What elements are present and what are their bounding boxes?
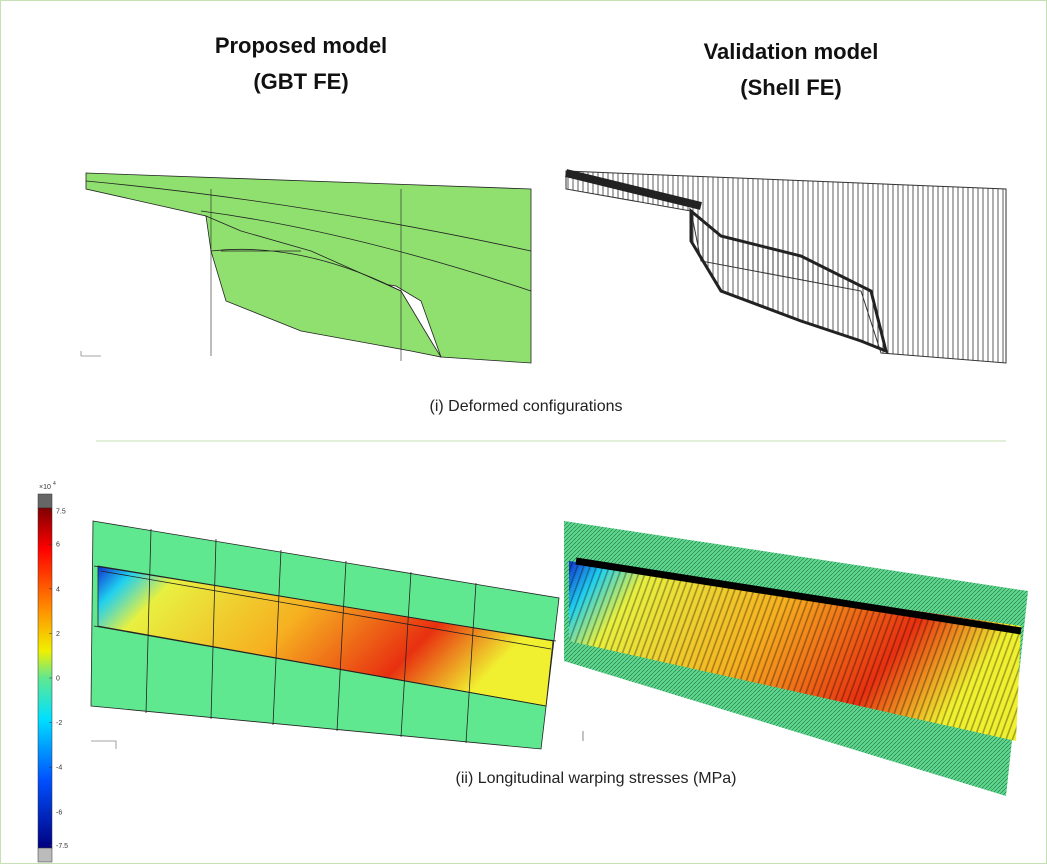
colorbar-tick-label: 7.5	[56, 508, 66, 515]
gbt-deformed	[81, 173, 531, 363]
colorbar-tick-label: -4	[56, 765, 62, 772]
left-title: Proposed model	[215, 33, 387, 58]
caption-i: (i) Deformed configurations	[430, 398, 623, 415]
shell-deformed	[566, 171, 1006, 363]
colorbar-tick-label: 4	[56, 586, 60, 593]
gbt-stress	[91, 521, 559, 749]
colorbar-tick-label: -7.5	[56, 843, 68, 850]
colorbar-multiplier: ×10	[39, 484, 51, 491]
colorbar-tick-label: 2	[56, 631, 60, 638]
right-title: Validation model	[704, 39, 879, 64]
colorbar-tick-label: 6	[56, 542, 60, 549]
figure: Proposed model (GBT FE) Validation model…	[0, 0, 1047, 864]
colorbar-tick-label: -2	[56, 720, 62, 727]
figure-canvas: Proposed model (GBT FE) Validation model…	[1, 1, 1046, 863]
left-subtitle: (GBT FE)	[253, 69, 348, 94]
right-subtitle: (Shell FE)	[740, 75, 841, 100]
colorbar-exponent: 4	[53, 481, 56, 487]
colorbar-tick-label: -6	[56, 809, 62, 816]
colorbar-tick-label: 0	[56, 676, 60, 683]
colorbar: ×10 4 7.5 6 4 2 0 -2 -4 -6 -7.5	[38, 481, 68, 862]
caption-ii: (ii) Longitudinal warping stresses (MPa)	[456, 770, 737, 787]
shell-stress	[564, 521, 1028, 796]
